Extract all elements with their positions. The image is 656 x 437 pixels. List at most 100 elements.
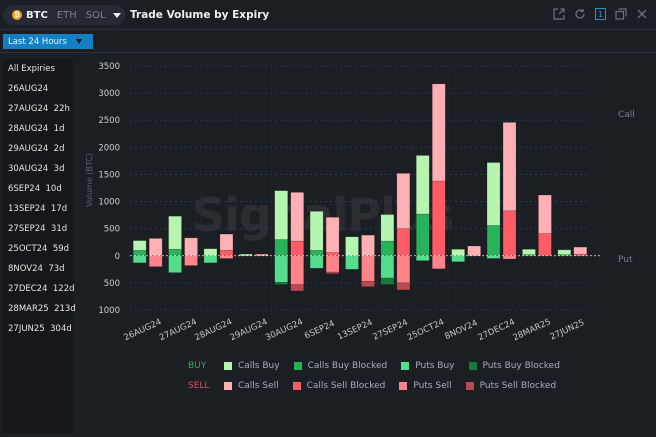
coin-sol[interactable]: SOL xyxy=(85,9,106,21)
bar-calls-sell xyxy=(255,253,269,257)
one-icon[interactable]: 1 xyxy=(595,8,606,20)
bar-calls-buy xyxy=(415,155,430,215)
bar-calls-buy xyxy=(203,248,218,257)
bar-puts-sell xyxy=(361,255,375,282)
restore-icon[interactable] xyxy=(615,8,627,20)
bar-calls-buy-blocked xyxy=(168,248,182,257)
y-axis-label: Volume (BTC) xyxy=(85,153,94,207)
bar-calls-buy-blocked xyxy=(309,250,324,257)
x-tick-label: 13SEP24 xyxy=(336,318,374,343)
close-icon[interactable] xyxy=(636,8,648,20)
coin-eth[interactable]: ETH xyxy=(56,9,77,21)
bar-puts-buy xyxy=(345,255,359,270)
y-tick-label: 500 xyxy=(104,225,120,235)
coin-selector[interactable]: ₿ BTC ETH SOL xyxy=(3,5,125,25)
bar-puts-sell xyxy=(502,255,517,260)
chevron-down-icon[interactable] xyxy=(112,12,121,18)
chart-legend: BUY Calls Buy Calls Buy Blocked Puts Buy… xyxy=(188,356,574,396)
bar-calls-sell xyxy=(184,237,198,257)
legend-puts-sell[interactable]: Puts Sell xyxy=(399,381,452,391)
y-tick-label: 2000 xyxy=(98,143,120,153)
bar-puts-buy xyxy=(309,255,324,269)
legend-label: Calls Buy xyxy=(238,361,280,371)
x-tick-label: 30AUG24 xyxy=(264,317,305,343)
coin-btc[interactable]: BTC xyxy=(26,9,48,21)
call-side-label: Call xyxy=(618,110,635,120)
sidebar-item-expiry[interactable]: 13SEP24 17d xyxy=(8,204,68,214)
y-tick-label: 0 xyxy=(115,252,120,262)
bar-calls-buy xyxy=(486,162,501,226)
sidebar-item-expiry[interactable]: 6SEP24 10d xyxy=(8,184,62,194)
popout-icon[interactable] xyxy=(553,8,565,20)
legend-label: Puts Buy xyxy=(415,361,455,371)
legend-swatch xyxy=(224,382,232,390)
bar-calls-sell xyxy=(502,122,517,212)
bar-calls-buy xyxy=(309,211,324,251)
sidebar-item-expiry[interactable]: 27AUG24 22h xyxy=(8,104,70,114)
page-title: Trade Volume by Expiry xyxy=(130,9,270,21)
x-tick-label: 26AUG24 xyxy=(122,317,163,343)
legend-calls-buy[interactable]: Calls Buy xyxy=(224,361,280,371)
bar-calls-sell xyxy=(573,246,588,255)
bar-puts-buy xyxy=(274,255,289,283)
bar-calls-sell xyxy=(361,234,375,257)
refresh-icon[interactable] xyxy=(574,8,586,20)
window-controls: 1 xyxy=(553,8,648,20)
bar-calls-sell-blocked xyxy=(219,250,234,257)
y-tick-label: 1000 xyxy=(98,306,120,316)
sidebar-item-expiry[interactable]: 26AUG24 xyxy=(8,84,49,94)
x-tick-label: 8NOV24 xyxy=(443,318,479,342)
bar-calls-buy-blocked xyxy=(486,225,501,257)
bar-calls-sell-blocked xyxy=(431,180,446,257)
legend-puts-buy[interactable]: Puts Buy xyxy=(401,361,455,371)
bar-calls-sell xyxy=(538,194,552,234)
x-tick-label: 28MAR25 xyxy=(512,317,553,343)
legend-calls-buy-blocked[interactable]: Calls Buy Blocked xyxy=(293,361,388,371)
x-tick-label: 6SEP24 xyxy=(303,319,336,342)
legend-label: Calls Sell xyxy=(238,381,279,391)
time-range-select[interactable]: Last 24 Hours xyxy=(3,34,93,49)
bar-puts-buy-blocked xyxy=(274,282,289,285)
bar-calls-sell xyxy=(431,83,446,182)
bar-puts-buy xyxy=(203,255,218,264)
legend-swatch xyxy=(465,382,474,390)
bar-puts-sell xyxy=(396,255,411,284)
sidebar-item-expiry[interactable]: 28AUG24 1d xyxy=(8,124,65,134)
sidebar-item-expiry[interactable]: All Expiries xyxy=(8,64,55,74)
legend-buy-row: BUY Calls Buy Calls Buy Blocked Puts Buy… xyxy=(188,356,574,376)
bar-calls-buy-blocked xyxy=(415,213,430,257)
y-tick-label: 2500 xyxy=(98,116,120,126)
bar-calls-sell xyxy=(290,192,305,242)
legend-swatch xyxy=(293,362,302,370)
bar-puts-sell xyxy=(184,255,198,266)
legend-calls-sell-blocked[interactable]: Calls Sell Blocked xyxy=(292,381,385,391)
legend-label: Calls Buy Blocked xyxy=(307,361,388,371)
bar-puts-buy-blocked xyxy=(380,277,395,285)
sidebar-item-expiry[interactable]: 27JUN25 304d xyxy=(8,324,72,334)
legend-swatch xyxy=(224,362,232,370)
sidebar-item-expiry[interactable]: 8NOV24 73d xyxy=(8,264,65,274)
x-tick-label: 25OCT24 xyxy=(406,317,446,343)
legend-swatch xyxy=(292,382,301,390)
bar-calls-sell xyxy=(219,233,234,251)
sidebar-item-expiry[interactable]: 27DEC24 122d xyxy=(8,284,75,294)
legend-puts-sell-blocked[interactable]: Puts Sell Blocked xyxy=(465,381,556,391)
bar-calls-buy xyxy=(132,240,147,251)
legend-calls-sell[interactable]: Calls Sell xyxy=(224,381,279,391)
legend-swatch xyxy=(468,362,477,370)
sidebar-item-expiry[interactable]: 29AUG24 2d xyxy=(8,144,65,154)
x-tick-label: 27DEC24 xyxy=(477,317,517,343)
header-bar: ₿ BTC ETH SOL Trade Volume by Expiry 1 xyxy=(0,0,656,30)
sidebar-item-expiry[interactable]: 28MAR25 213d xyxy=(8,304,76,314)
bar-calls-buy-blocked xyxy=(274,239,289,257)
legend-swatch xyxy=(399,382,408,390)
x-tick-label: 27SEP24 xyxy=(371,318,409,343)
sidebar-item-expiry[interactable]: 27SEP24 31d xyxy=(8,224,68,234)
bar-calls-buy xyxy=(345,236,359,257)
bar-calls-sell-blocked xyxy=(396,228,411,257)
bar-puts-buy xyxy=(380,255,395,279)
bar-calls-sell xyxy=(148,238,163,257)
sidebar-item-expiry[interactable]: 30AUG24 3d xyxy=(8,164,65,174)
legend-puts-buy-blocked[interactable]: Puts Buy Blocked xyxy=(468,361,560,371)
sidebar-item-expiry[interactable]: 25OCT24 59d xyxy=(8,244,70,254)
